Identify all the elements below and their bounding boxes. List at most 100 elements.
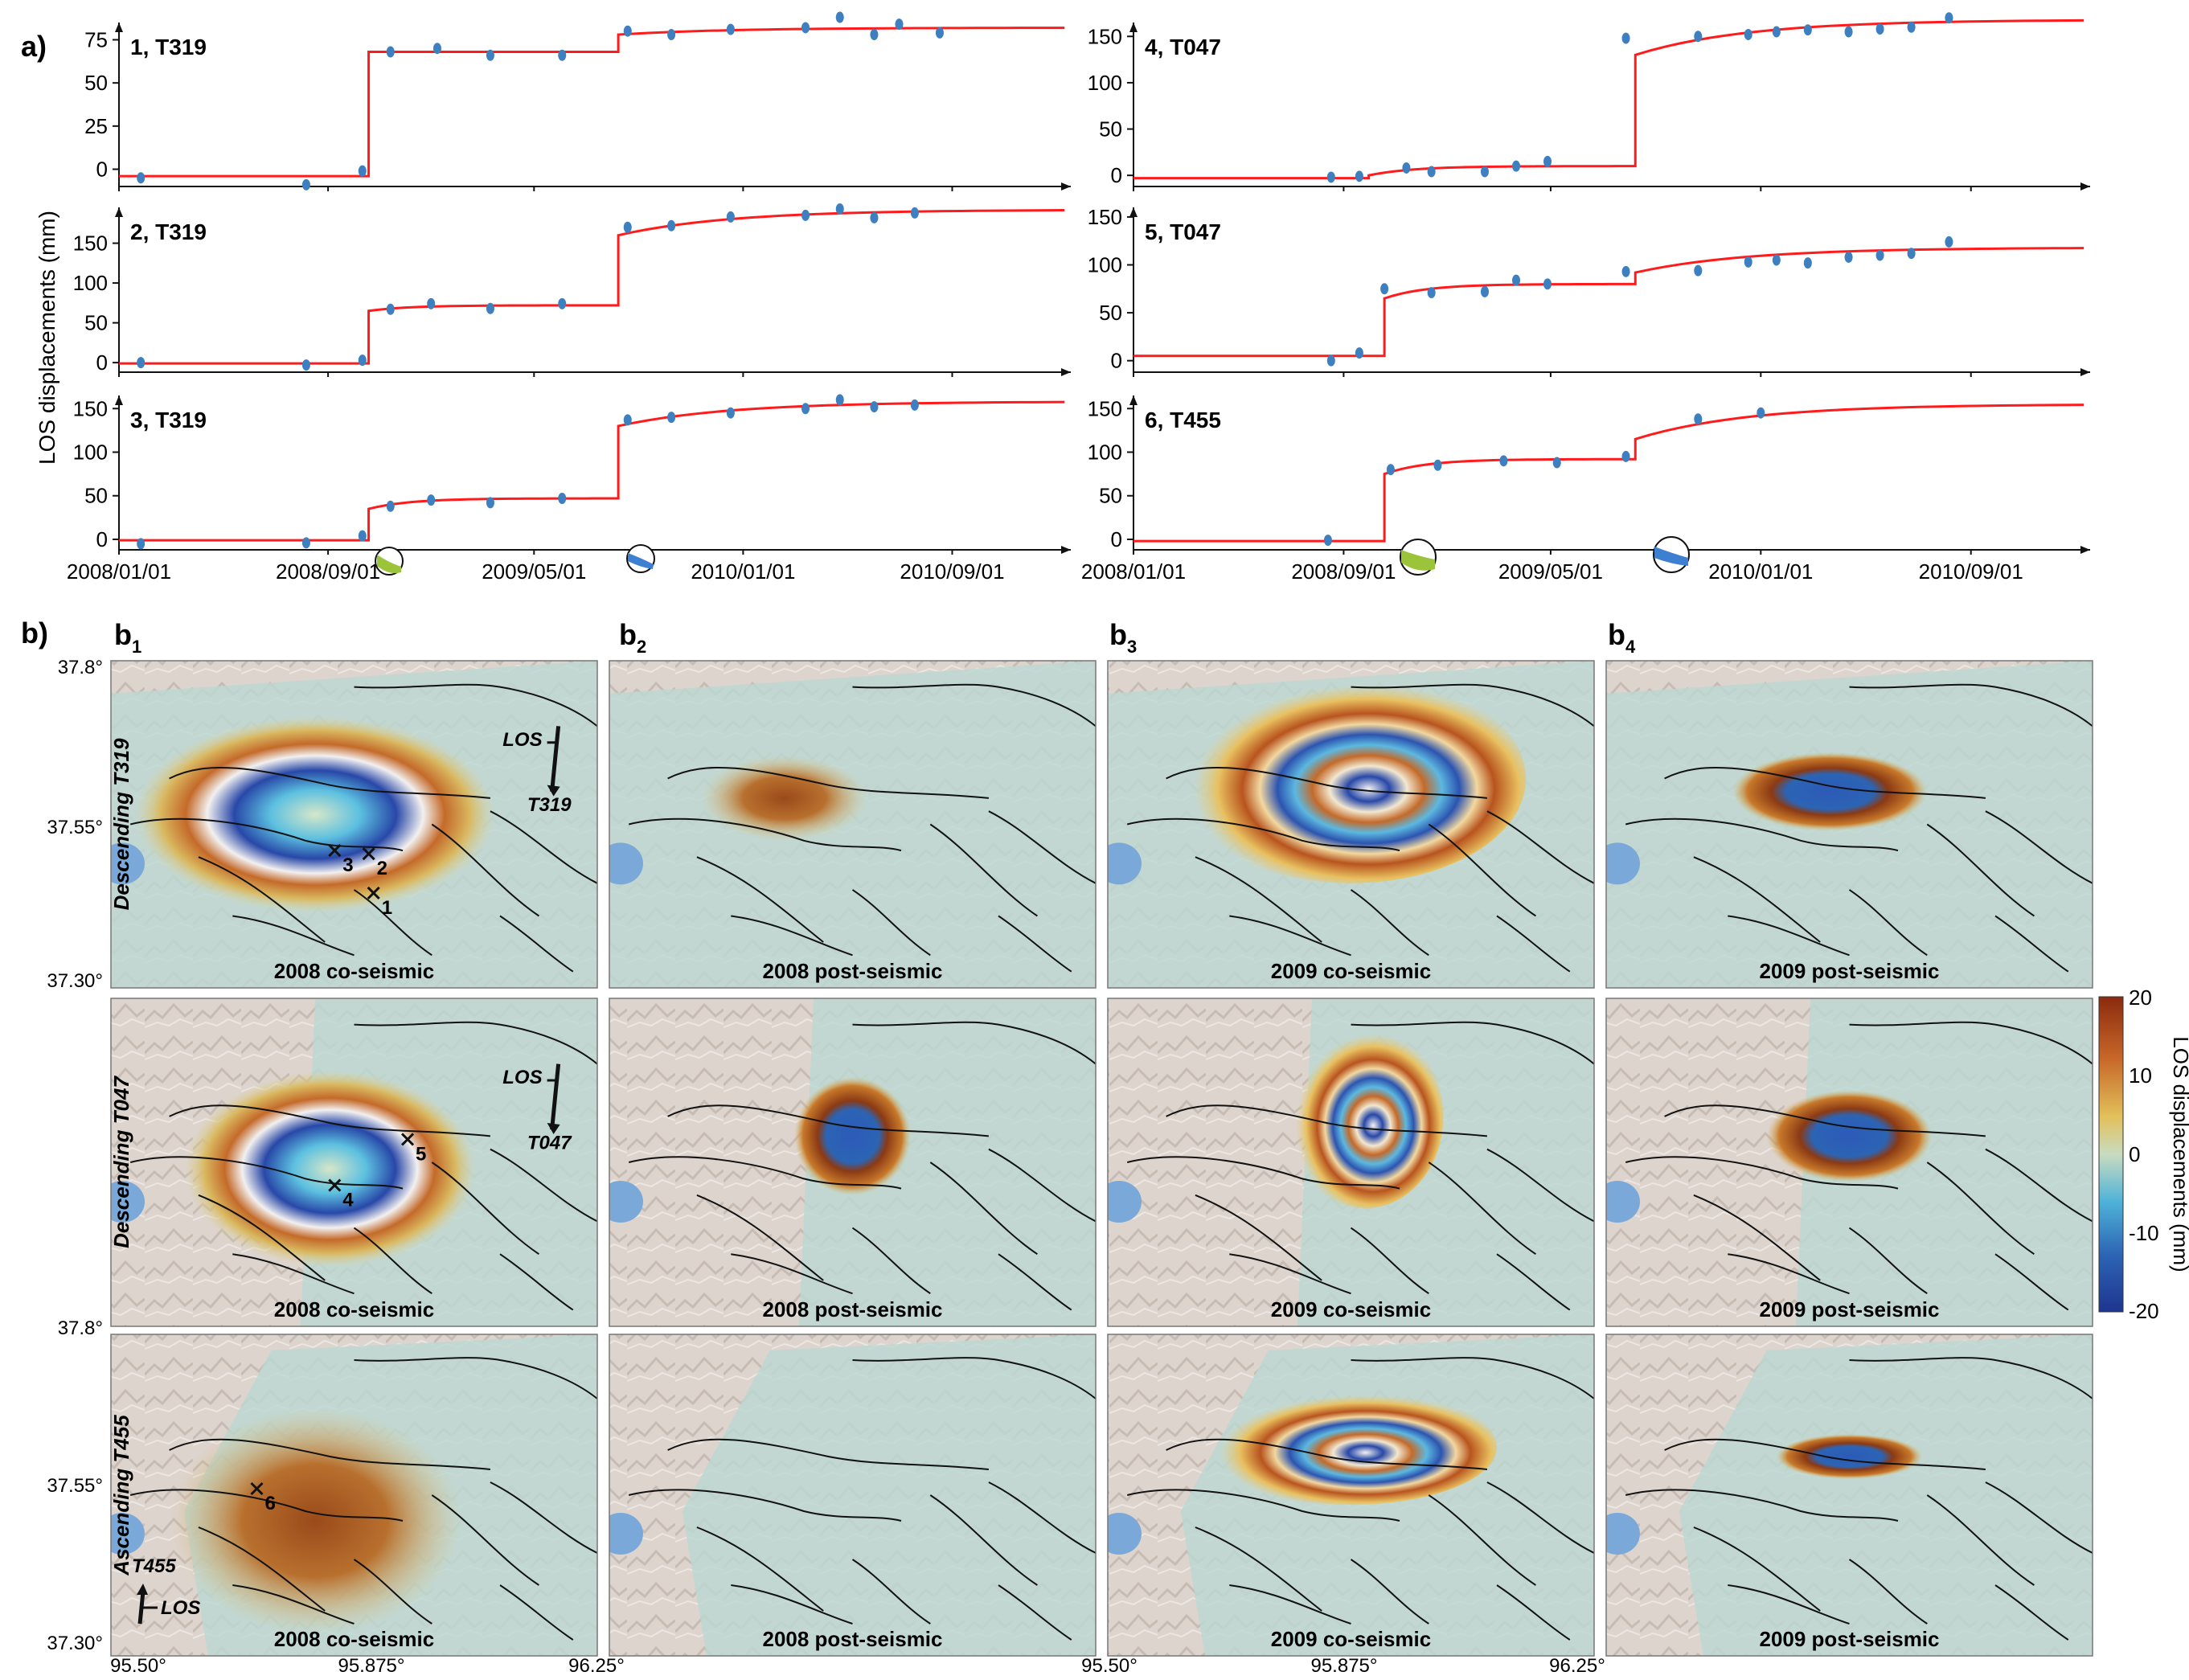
y-axis-arrow xyxy=(115,207,123,217)
map-frame xyxy=(609,998,1097,1327)
deformation-pattern xyxy=(1287,1024,1444,1209)
fault-trace xyxy=(232,1584,355,1625)
marker-label: 3 xyxy=(342,854,353,876)
fault-trace xyxy=(1166,1104,1488,1137)
row-label: Descending T319 xyxy=(109,738,133,910)
fault-trace xyxy=(169,1104,491,1137)
fault-trace xyxy=(1985,1481,2093,1554)
data-point xyxy=(1907,21,1916,33)
x-tick-label: 2010/09/01 xyxy=(1919,559,2023,584)
fault-trace xyxy=(232,1253,355,1295)
marker-x xyxy=(328,843,342,858)
data-point xyxy=(1803,257,1812,269)
track-label: T047 xyxy=(527,1133,572,1154)
row-label: Ascending T455 xyxy=(109,1415,133,1576)
data-point xyxy=(1499,455,1508,467)
timeseries-chart-3: 0 50 100 150 2008/01/01 2008/09/01 2009/05/01 2… xyxy=(67,394,1071,584)
x-tick-label: 2008/01/01 xyxy=(67,559,171,584)
data-point xyxy=(1694,31,1703,43)
column-label-b2: b2 xyxy=(619,618,646,657)
map-frame xyxy=(1107,1334,1595,1657)
data-point xyxy=(558,49,567,61)
data-point xyxy=(1907,248,1916,260)
los-arrow: LOS T455 xyxy=(132,1555,200,1625)
data-point xyxy=(358,165,367,177)
y-tick-label: 150 xyxy=(1088,205,1122,229)
data-point xyxy=(801,403,810,415)
fault-trace xyxy=(998,1253,1072,1311)
fault-trace xyxy=(1994,915,2069,973)
marker-label: 1 xyxy=(382,897,392,919)
lon-label-mid-3: 95.875° xyxy=(1310,1655,1377,1677)
data-point xyxy=(870,211,879,223)
data-point xyxy=(1945,12,1953,24)
data-point xyxy=(1621,32,1630,44)
fault-trace xyxy=(354,1357,597,1399)
fault-trace xyxy=(1693,856,1821,943)
fault-trace xyxy=(929,1162,1038,1256)
y-tick-label: 50 xyxy=(84,484,108,508)
map-caption: 2008 post-seismic xyxy=(762,1297,942,1321)
data-point xyxy=(1757,407,1765,419)
lake xyxy=(1606,842,1640,885)
panel-a-ylabel: LOS displacements (mm) xyxy=(35,211,59,465)
data-point xyxy=(1621,265,1630,277)
fault-trace xyxy=(1351,683,1594,727)
data-point xyxy=(1621,450,1630,462)
fault-trace xyxy=(988,810,1096,884)
data-point xyxy=(1803,24,1812,36)
map-panel-row1-col2: 2008 post-seismic xyxy=(609,660,1097,989)
chart-title: 5, T047 xyxy=(1145,219,1221,244)
data-point xyxy=(1543,278,1552,290)
fault-trace xyxy=(1693,1194,1821,1281)
fault-trace xyxy=(852,1021,1096,1065)
x-tick-label: 2008/09/01 xyxy=(276,559,380,584)
fault-trace xyxy=(169,766,491,799)
lon-label-mid-1: 95.875° xyxy=(338,1655,404,1677)
fault-trace xyxy=(198,1526,326,1612)
deformation-pattern xyxy=(1776,1434,1923,1479)
lake xyxy=(111,1180,145,1223)
focal-mechanism-2009-right xyxy=(1653,536,1690,573)
data-point xyxy=(1945,236,1953,248)
map-frame xyxy=(1605,1334,2093,1657)
map-panel-row2-col4: 2009 post-seismic xyxy=(1605,998,2093,1327)
chart-title: 6, T455 xyxy=(1145,408,1221,432)
fault-trace xyxy=(1664,1438,1986,1470)
map-panel-row3-col3: 2009 co-seismic xyxy=(1107,1334,1595,1657)
lat-label-top: 37.8° xyxy=(58,657,103,678)
y-tick-label: 150 xyxy=(1088,24,1122,48)
data-point xyxy=(1543,155,1552,167)
lake xyxy=(609,1513,643,1555)
fault-trace xyxy=(851,889,931,957)
fault-trace xyxy=(628,817,902,852)
model-fit-line xyxy=(1133,247,2084,358)
data-point xyxy=(486,49,494,61)
fault-trace xyxy=(667,766,990,799)
lon-label-right-1: 96.25° xyxy=(568,1655,625,1677)
fault-trace xyxy=(129,1489,404,1522)
fault-trace xyxy=(667,1104,990,1137)
data-point xyxy=(558,493,567,504)
data-point xyxy=(935,27,944,39)
marker-x xyxy=(367,886,380,900)
lat-label-bottom: 37.30° xyxy=(47,970,103,992)
fault-trace xyxy=(490,1481,597,1554)
y-tick-label: 150 xyxy=(1088,396,1122,420)
model-fit-line xyxy=(1133,404,2084,543)
column-label-b1: b1 xyxy=(114,618,141,657)
track-arrow xyxy=(550,726,561,793)
fault-trace xyxy=(1625,817,1899,852)
fault-trace xyxy=(1848,889,1928,957)
data-point xyxy=(358,354,367,367)
model-fit-line xyxy=(119,209,1065,365)
data-point xyxy=(801,209,810,221)
deformation-pattern xyxy=(1175,674,1527,883)
fault-trace xyxy=(731,1584,853,1625)
data-point xyxy=(1772,26,1781,38)
x-axis-arrow xyxy=(2080,546,2090,554)
map-frame xyxy=(609,1334,1097,1657)
fault-trace xyxy=(929,823,1038,917)
fault-trace xyxy=(169,1438,491,1470)
data-point xyxy=(558,297,567,309)
